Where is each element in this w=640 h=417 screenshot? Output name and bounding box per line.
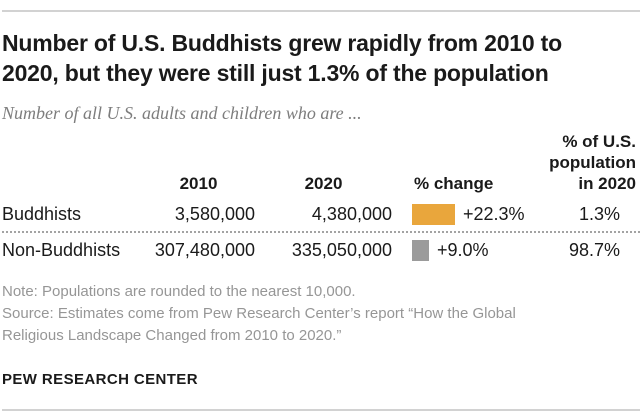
pct-change-value: +9.0% <box>437 239 489 260</box>
change-bar-non-buddhists <box>412 239 429 261</box>
value-2020: 335,050,000 <box>291 239 392 260</box>
value-2020: 4,380,000 <box>311 203 392 224</box>
top-rule <box>2 10 640 12</box>
table-row-buddhists: Buddhists 3,580,000 4,380,000 +22.3% 1.3… <box>2 197 640 231</box>
value-2010: 307,480,000 <box>154 239 255 260</box>
pct-change-value: +22.3% <box>463 203 525 224</box>
page-title: Number of U.S. Buddhists grew rapidly fr… <box>2 30 562 86</box>
source-text: Source: Estimates come from Pew Research… <box>2 305 516 344</box>
column-header-pct-change: % change <box>414 174 494 193</box>
pct-of-population-value: 1.3% <box>578 203 620 224</box>
column-header-pct-population: % of U.S. population in 2020 <box>549 132 636 193</box>
pct-of-population-value: 98.7% <box>568 239 620 260</box>
column-header-2020: 2020 <box>304 174 343 193</box>
footnotes: Note: Populations are rounded to the nea… <box>2 281 518 347</box>
pct-change-cell: +9.0% <box>392 239 532 261</box>
pct-change-cell: +22.3% <box>392 203 532 225</box>
column-header-empty <box>2 194 142 197</box>
chart-subtitle: Number of all U.S. adults and children w… <box>2 103 362 123</box>
row-label: Non-Buddhists <box>2 239 121 260</box>
brand-wordmark: PEW RESEARCH CENTER <box>2 371 198 388</box>
value-2010: 3,580,000 <box>174 203 255 224</box>
note-text: Note: Populations are rounded to the nea… <box>2 283 356 300</box>
bottom-rule <box>2 409 640 411</box>
change-bar-buddhists <box>412 203 455 225</box>
row-label: Buddhists <box>2 203 82 224</box>
column-header-2010: 2010 <box>179 174 218 193</box>
data-table: 2010 2020 % change % of U.S. population … <box>2 131 640 267</box>
row-divider <box>2 231 640 233</box>
table-row-non-buddhists: Non-Buddhists 307,480,000 335,050,000 +9… <box>2 233 640 267</box>
table-header-row: 2010 2020 % change % of U.S. population … <box>2 131 640 197</box>
